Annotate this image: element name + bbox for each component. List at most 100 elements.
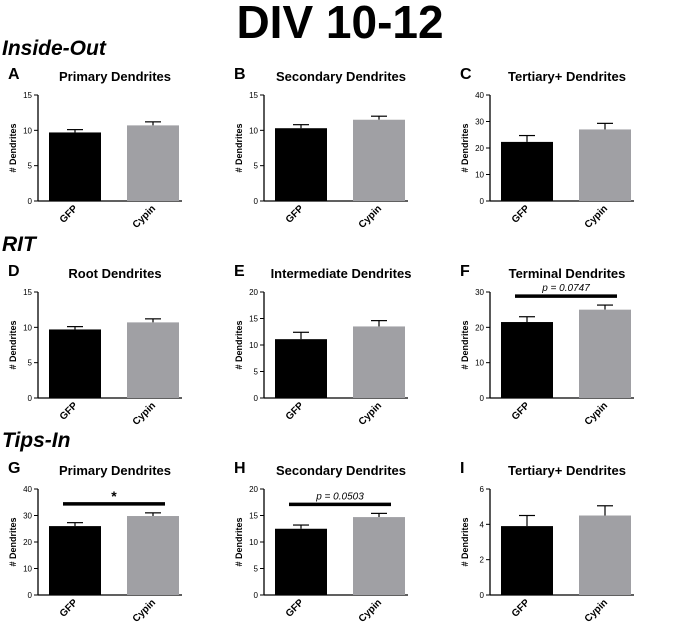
bar-gfp — [275, 339, 327, 398]
x-category-label: Cypin — [583, 400, 610, 427]
x-category-label: GFP — [510, 400, 533, 423]
bar-cypin — [353, 119, 405, 201]
panel-title: Root Dendrites — [68, 266, 161, 281]
bar-gfp — [275, 528, 327, 595]
y-tick-label: 5 — [254, 565, 259, 574]
panel-title: Tertiary+ Dendrites — [508, 463, 626, 478]
bar-gfp — [501, 322, 553, 398]
significance-label: * — [111, 488, 117, 504]
significance-label: p = 0.0503 — [315, 491, 364, 502]
y-tick-label: 0 — [28, 394, 33, 403]
x-category-label: Cypin — [357, 597, 384, 624]
y-axis-label: # Dendrites — [8, 320, 18, 369]
section-tips-in: Tips-In — [2, 429, 70, 452]
bar-gfp — [49, 132, 101, 201]
panel-title: Secondary Dendrites — [276, 69, 406, 84]
y-axis-label: # Dendrites — [460, 320, 470, 369]
panel-title: Terminal Dendrites — [509, 266, 626, 281]
y-tick-label: 15 — [23, 91, 32, 100]
y-tick-label: 10 — [23, 565, 32, 574]
figure-title: DIV 10-12 — [236, 0, 443, 48]
y-tick-label: 0 — [254, 394, 259, 403]
y-tick-label: 20 — [249, 485, 258, 494]
x-category-label: Cypin — [583, 203, 610, 230]
bar-gfp — [501, 141, 553, 201]
y-axis-label: # Dendrites — [234, 320, 244, 369]
y-tick-label: 20 — [249, 288, 258, 297]
y-axis-label: # Dendrites — [8, 517, 18, 566]
panel-title: Intermediate Dendrites — [271, 266, 412, 281]
y-axis-label: # Dendrites — [460, 123, 470, 172]
y-tick-label: 5 — [254, 368, 259, 377]
x-category-label: Cypin — [357, 400, 384, 427]
y-tick-label: 10 — [475, 359, 484, 368]
x-category-label: GFP — [284, 203, 307, 226]
panel-letter: E — [234, 263, 245, 280]
panel-f: F Terminal Dendrites 0 10 20 30 # Dendrites GFP… — [460, 263, 634, 428]
y-tick-label: 5 — [28, 359, 33, 368]
y-tick-label: 20 — [475, 323, 484, 332]
section-rit: RIT — [2, 233, 38, 256]
panel-letter: C — [460, 66, 472, 83]
y-tick-label: 5 — [254, 162, 259, 171]
bar-cypin — [127, 516, 179, 595]
bar-cypin — [579, 309, 631, 398]
y-tick-label: 30 — [475, 118, 484, 127]
panels-group: A Primary Dendrites 0 5 10 15 # Dendrites GFP Cy… — [8, 66, 634, 625]
y-axis-label: # Dendrites — [8, 123, 18, 172]
x-category-label: GFP — [284, 597, 307, 620]
y-tick-label: 10 — [249, 126, 258, 135]
panel-b: B Secondary Dendrites 0 5 10 15 # Dendrites GFP… — [234, 66, 408, 231]
x-category-label: Cypin — [131, 203, 158, 230]
y-tick-label: 15 — [249, 512, 258, 521]
panel-i: I Tertiary+ Dendrites 0 2 4 6 # Dendrites GFP Cy… — [460, 460, 634, 625]
x-category-label: GFP — [58, 400, 81, 423]
bar-cypin — [127, 125, 179, 201]
panel-g: G Primary Dendrites 0 10 20 30 40 # Dendrites GF… — [8, 460, 182, 625]
x-category-label: GFP — [510, 597, 533, 620]
x-category-label: Cypin — [583, 597, 610, 624]
y-tick-label: 0 — [480, 591, 485, 600]
panel-letter: H — [234, 460, 246, 477]
bar-cypin — [579, 129, 631, 201]
y-tick-label: 30 — [475, 288, 484, 297]
y-tick-label: 10 — [23, 126, 32, 135]
y-tick-label: 20 — [475, 144, 484, 153]
y-tick-label: 0 — [28, 591, 33, 600]
y-tick-label: 10 — [475, 171, 484, 180]
y-tick-label: 10 — [249, 341, 258, 350]
x-category-label: Cypin — [131, 597, 158, 624]
y-tick-label: 15 — [249, 91, 258, 100]
panel-title: Primary Dendrites — [59, 463, 171, 478]
y-tick-label: 5 — [28, 162, 33, 171]
y-tick-label: 40 — [23, 485, 32, 494]
x-category-label: GFP — [58, 597, 81, 620]
panel-letter: D — [8, 263, 20, 280]
y-tick-label: 10 — [23, 323, 32, 332]
y-tick-label: 30 — [23, 512, 32, 521]
bar-gfp — [49, 526, 101, 595]
panel-title: Primary Dendrites — [59, 69, 171, 84]
bar-gfp — [49, 329, 101, 398]
section-inside-out: Inside-Out — [2, 37, 107, 60]
y-tick-label: 10 — [249, 538, 258, 547]
panel-letter: A — [8, 66, 20, 83]
y-tick-label: 15 — [23, 288, 32, 297]
y-tick-label: 0 — [480, 197, 485, 206]
y-tick-label: 2 — [480, 556, 485, 565]
bar-gfp — [275, 128, 327, 201]
panel-h: H Secondary Dendrites 0 5 10 15 20 # Dendrites G… — [234, 460, 408, 625]
panel-d: D Root Dendrites 0 5 10 15 # Dendrites GFP Cypin — [8, 263, 182, 428]
significance-label: p = 0.0747 — [541, 283, 590, 294]
x-category-label: GFP — [58, 203, 81, 226]
panel-letter: B — [234, 66, 246, 83]
bar-cypin — [353, 326, 405, 398]
panel-letter: F — [460, 263, 470, 280]
panel-a: A Primary Dendrites 0 5 10 15 # Dendrites GFP Cy… — [8, 66, 182, 231]
y-tick-label: 20 — [23, 538, 32, 547]
y-tick-label: 0 — [254, 591, 259, 600]
x-category-label: Cypin — [357, 203, 384, 230]
panel-e: E Intermediate Dendrites 0 5 10 15 20 # Dendrit… — [234, 263, 411, 428]
panel-title: Tertiary+ Dendrites — [508, 69, 626, 84]
